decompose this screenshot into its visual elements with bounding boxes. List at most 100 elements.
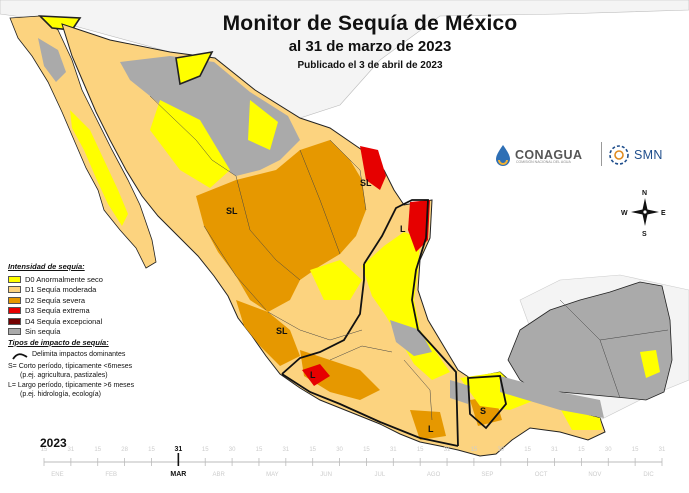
timeline-day-label: 31: [174, 446, 182, 453]
title-block: Monitor de Sequía de México al 31 de mar…: [200, 12, 540, 71]
agency-logos: CONAGUA COMISIÓN NACIONAL DEL AGUA SMN: [494, 138, 684, 172]
legend-items: D0 Anormalmente seco D1 Sequía moderada D2…: [8, 274, 188, 337]
impact-boundary-south: [281, 373, 459, 447]
impact-short-line-1: S= Corto período, típicamente <6meses: [8, 363, 133, 370]
legend-label: D1 Sequía moderada: [25, 285, 97, 295]
state-borders: [149, 95, 669, 421]
southwest-d2: [300, 350, 380, 400]
smn-name: SMN: [634, 148, 663, 162]
timeline-day-label: 30: [229, 447, 236, 453]
impact-long: L= Largo período, típicamente >6 meses (…: [8, 382, 198, 399]
timeline-month-label: ENE: [51, 472, 63, 478]
timeline-month-label: NOV: [588, 472, 601, 478]
timeline-month-label: MAY: [266, 472, 279, 478]
tamaulipas-d3: [360, 146, 386, 190]
central-d2: [196, 140, 366, 312]
timeline-day-label: 15: [524, 447, 531, 453]
published-date: Publicado el 3 de abril de 2023: [297, 60, 443, 71]
legend-heading: Intensidad de sequía:: [8, 262, 85, 271]
timeline-month-label: AGO: [427, 472, 441, 478]
timeline-day-label: 15: [632, 447, 639, 453]
legend-label: D4 Sequía excepcional: [25, 316, 103, 326]
smn-swirl-icon: [609, 145, 629, 165]
timeline-day-label: 31: [282, 447, 289, 453]
timeline-day-label: 15: [41, 447, 48, 453]
north-no-drought: [120, 56, 300, 176]
impact-boundary-isthmus: [467, 375, 507, 430]
impact-boundary-gulf: [363, 199, 459, 447]
oaxaca-d2: [410, 410, 446, 440]
timeline-day-label: 31: [551, 447, 558, 453]
timeline-day-label: 15: [417, 447, 424, 453]
timeline: 2023: [30, 436, 670, 491]
map-label-sl-west: SL: [276, 326, 288, 336]
impact-long-line-1: L= Largo período, típicamente >6 meses: [8, 382, 135, 389]
boundary-line-icon: [12, 352, 28, 360]
map-label-sl-north: SL: [226, 206, 238, 216]
timeline-day-label: 31: [68, 447, 75, 453]
conagua-subtitle: COMISIÓN NACIONAL DEL AGUA: [516, 160, 571, 164]
legend-item: D1 Sequía moderada: [8, 285, 188, 296]
gulf-d3: [408, 200, 430, 252]
map-subtitle: al 31 de marzo de 2023: [288, 38, 452, 55]
timeline-day-label: 15: [309, 447, 316, 453]
legend-label: D3 Sequía extrema: [25, 306, 90, 316]
conagua-logo: CONAGUA: [494, 140, 582, 170]
timeline-month-label: DIC: [643, 472, 654, 478]
map-label-sl-northeast: SL: [360, 178, 372, 188]
west-d2: [236, 300, 300, 366]
timeline-day-label: 15: [148, 447, 155, 453]
map-label-l-gulf: L: [400, 224, 406, 234]
timeline-month-label: JUL: [375, 472, 386, 478]
usa-land: [0, 0, 689, 119]
legend-swatch: [8, 275, 21, 283]
compass-s: S: [642, 231, 647, 238]
map-label-s-isthmus: S: [480, 406, 486, 416]
timeline-month-label: SEP: [481, 472, 493, 478]
legend-swatch: [8, 317, 21, 325]
yucatan-d0: [640, 350, 660, 378]
baja-no-drought: [38, 38, 66, 82]
timeline-day-label: 30: [497, 447, 504, 453]
legend-item: D0 Anormalmente seco: [8, 274, 188, 285]
timeline-day-label: 15: [94, 447, 101, 453]
gulf-d0: [362, 232, 450, 380]
impact-long-line-2: (p.ej. hidrología, ecología): [20, 390, 101, 398]
veracruz-no-drought: [450, 380, 470, 404]
timeline-month-label: MAR: [170, 471, 186, 478]
bajio-d0: [310, 260, 362, 300]
baja-d0: [70, 110, 128, 226]
impact-type-legend: Tipos de impacto de sequía: Delimita imp…: [8, 338, 198, 399]
legend-swatch: [8, 307, 21, 315]
impact-line-label: Delimita impactos dominantes: [32, 351, 126, 359]
legend-swatch: [8, 296, 21, 304]
timeline-day-label: 31: [390, 447, 397, 453]
timeline-month-label: OCT: [535, 472, 548, 478]
timeline-day-label: 31: [444, 447, 451, 453]
timeline-year: 2023: [40, 436, 67, 450]
compass-n: N: [642, 190, 647, 197]
timeline-day-label: 15: [578, 447, 585, 453]
drought-intensity-legend: Intensidad de sequía: D0 Anormalmente se…: [8, 262, 188, 337]
chiapas-d0: [560, 408, 602, 430]
timeline-day-label: 15: [202, 447, 209, 453]
map-title: Monitor de Sequía de México: [222, 12, 518, 35]
legend-label: Sin sequía: [25, 327, 61, 337]
impact-short: S= Corto período, típicamente <6meses (p…: [8, 363, 198, 380]
legend-label: D2 Sequía severa: [25, 295, 86, 305]
timeline-day-label: 28: [121, 447, 128, 453]
legend-swatch: [8, 286, 21, 294]
tabasco-no-drought: [500, 376, 604, 418]
legend-swatch: [8, 328, 21, 336]
timeline-month-label: FEB: [105, 472, 117, 478]
smn-logo: SMN: [608, 140, 663, 170]
legend-item: D2 Sequía severa: [8, 295, 188, 306]
compass-rose-icon: N S E W: [621, 190, 666, 238]
timeline-day-label: 30: [336, 447, 343, 453]
timeline-day-label: 15: [256, 447, 263, 453]
timeline-month-label: JUN: [320, 472, 332, 478]
conagua-drop-icon: [496, 145, 510, 166]
timeline-day-label: 15: [363, 447, 370, 453]
